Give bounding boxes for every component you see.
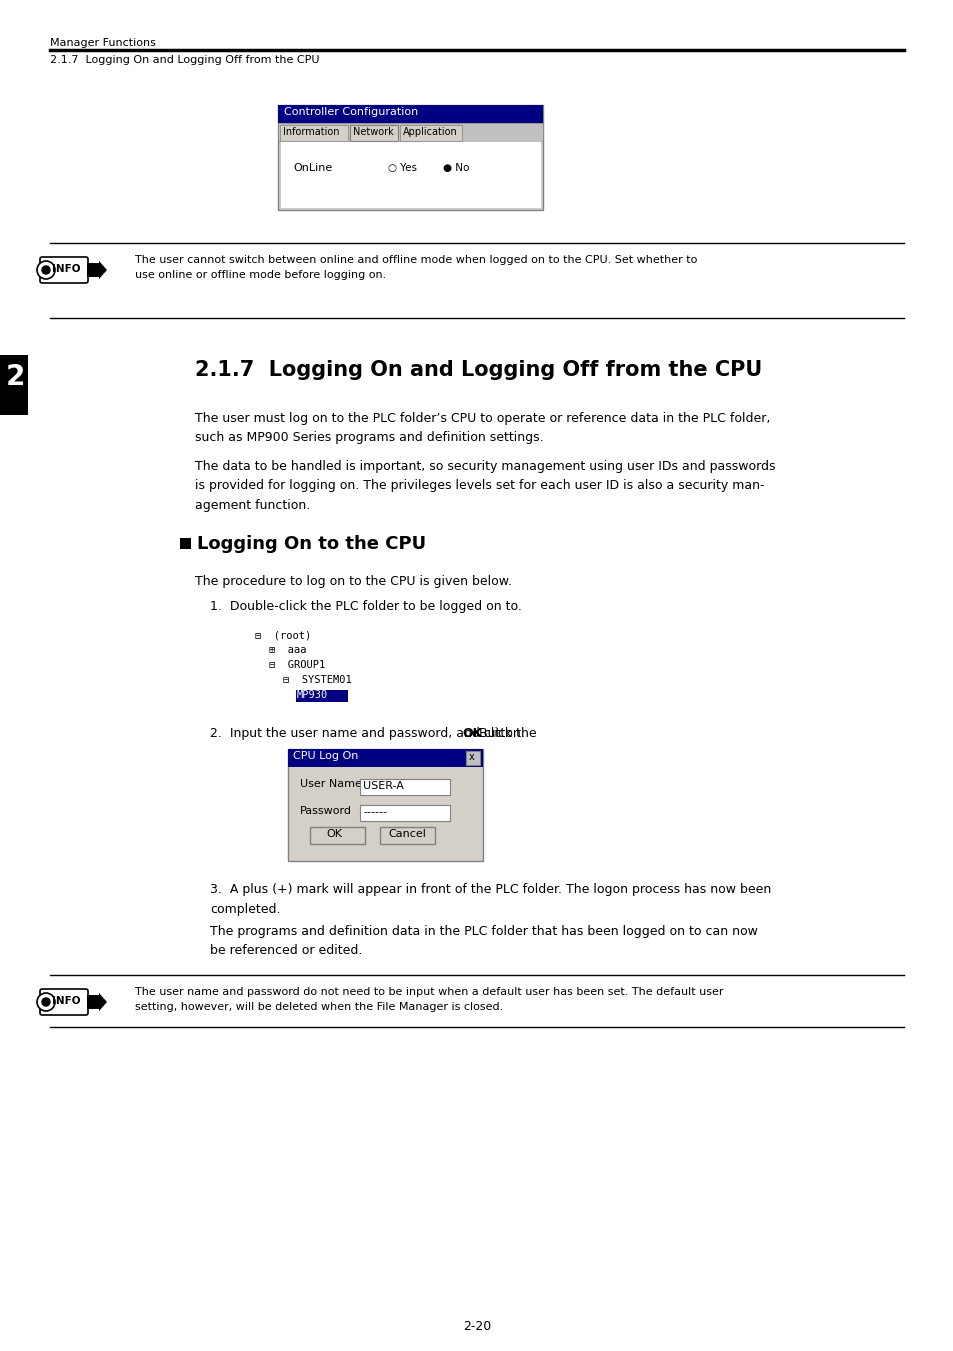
Text: USER-A: USER-A (363, 781, 403, 790)
Text: The user name and password do not need to be input when a default user has been : The user name and password do not need t… (135, 988, 722, 1012)
Text: The procedure to log on to the CPU is given below.: The procedure to log on to the CPU is gi… (194, 576, 512, 588)
Text: INFO: INFO (52, 263, 80, 274)
Text: INFO: INFO (52, 996, 80, 1006)
Text: Cancel: Cancel (388, 830, 425, 839)
Text: Network: Network (353, 127, 394, 136)
Text: The user cannot switch between online and offline mode when logged on to the CPU: The user cannot switch between online an… (135, 255, 697, 280)
Text: User Name: User Name (299, 780, 361, 789)
Text: 2.1.7  Logging On and Logging Off from the CPU: 2.1.7 Logging On and Logging Off from th… (50, 55, 319, 65)
Bar (277, 105, 542, 123)
Bar (280, 141, 540, 208)
Bar (359, 805, 450, 821)
Text: 1.  Double-click the PLC folder to be logged on to.: 1. Double-click the PLC folder to be log… (210, 600, 521, 613)
Text: OK: OK (461, 727, 482, 740)
Text: Controller Configuration: Controller Configuration (284, 107, 417, 118)
Text: ⊟  GROUP1: ⊟ GROUP1 (269, 661, 325, 670)
Text: 3.  A plus (+) mark will appear in front of the PLC folder. The logon process ha: 3. A plus (+) mark will appear in front … (210, 884, 770, 916)
FancyArrow shape (87, 261, 107, 280)
Text: The programs and definition data in the PLC folder that has been logged on to ca: The programs and definition data in the … (210, 925, 757, 958)
Text: 2-20: 2-20 (462, 1320, 491, 1333)
Text: ○ Yes: ○ Yes (388, 163, 416, 173)
Text: CPU Log On: CPU Log On (293, 751, 358, 761)
Text: OnLine: OnLine (293, 163, 332, 173)
Text: ● No: ● No (442, 163, 469, 173)
Bar (288, 748, 482, 767)
Bar (310, 827, 365, 844)
Text: 2: 2 (6, 363, 26, 390)
Bar (379, 827, 435, 844)
Bar (295, 690, 348, 703)
Bar (277, 123, 542, 141)
Text: Application: Application (402, 127, 457, 136)
Text: ⊟  SYSTEM01: ⊟ SYSTEM01 (283, 676, 352, 685)
Bar (277, 105, 542, 209)
Circle shape (42, 998, 50, 1006)
Text: ⊞  aaa: ⊞ aaa (269, 644, 306, 655)
Text: Manager Functions: Manager Functions (50, 38, 155, 49)
Text: 2.1.7  Logging On and Logging Off from the CPU: 2.1.7 Logging On and Logging Off from th… (194, 359, 761, 380)
Bar (399, 126, 461, 141)
Bar (350, 126, 397, 141)
Bar (180, 538, 191, 549)
FancyBboxPatch shape (40, 257, 88, 282)
Text: OK: OK (326, 830, 341, 839)
Circle shape (37, 993, 55, 1011)
Text: Logging On to the CPU: Logging On to the CPU (196, 535, 426, 553)
Text: Information: Information (283, 127, 339, 136)
Text: The data to be handled is important, so security management using user IDs and p: The data to be handled is important, so … (194, 459, 775, 512)
Text: MP930: MP930 (296, 690, 328, 700)
Text: x: x (469, 753, 475, 762)
Bar (465, 751, 479, 765)
FancyArrow shape (87, 993, 107, 1011)
Circle shape (42, 266, 50, 274)
Text: ⊟  (root): ⊟ (root) (254, 630, 311, 640)
Bar (280, 126, 348, 141)
Bar (0, 355, 28, 415)
Bar (288, 748, 482, 861)
Circle shape (37, 261, 55, 280)
FancyBboxPatch shape (40, 989, 88, 1015)
Text: 2.  Input the user name and password, and click the: 2. Input the user name and password, and… (210, 727, 540, 740)
Text: The user must log on to the PLC folder’s CPU to operate or reference data in the: The user must log on to the PLC folder’s… (194, 412, 770, 444)
Text: Password: Password (299, 807, 352, 816)
Text: ------: ------ (363, 807, 387, 817)
Text: Button.: Button. (475, 727, 524, 740)
Bar (359, 780, 450, 794)
